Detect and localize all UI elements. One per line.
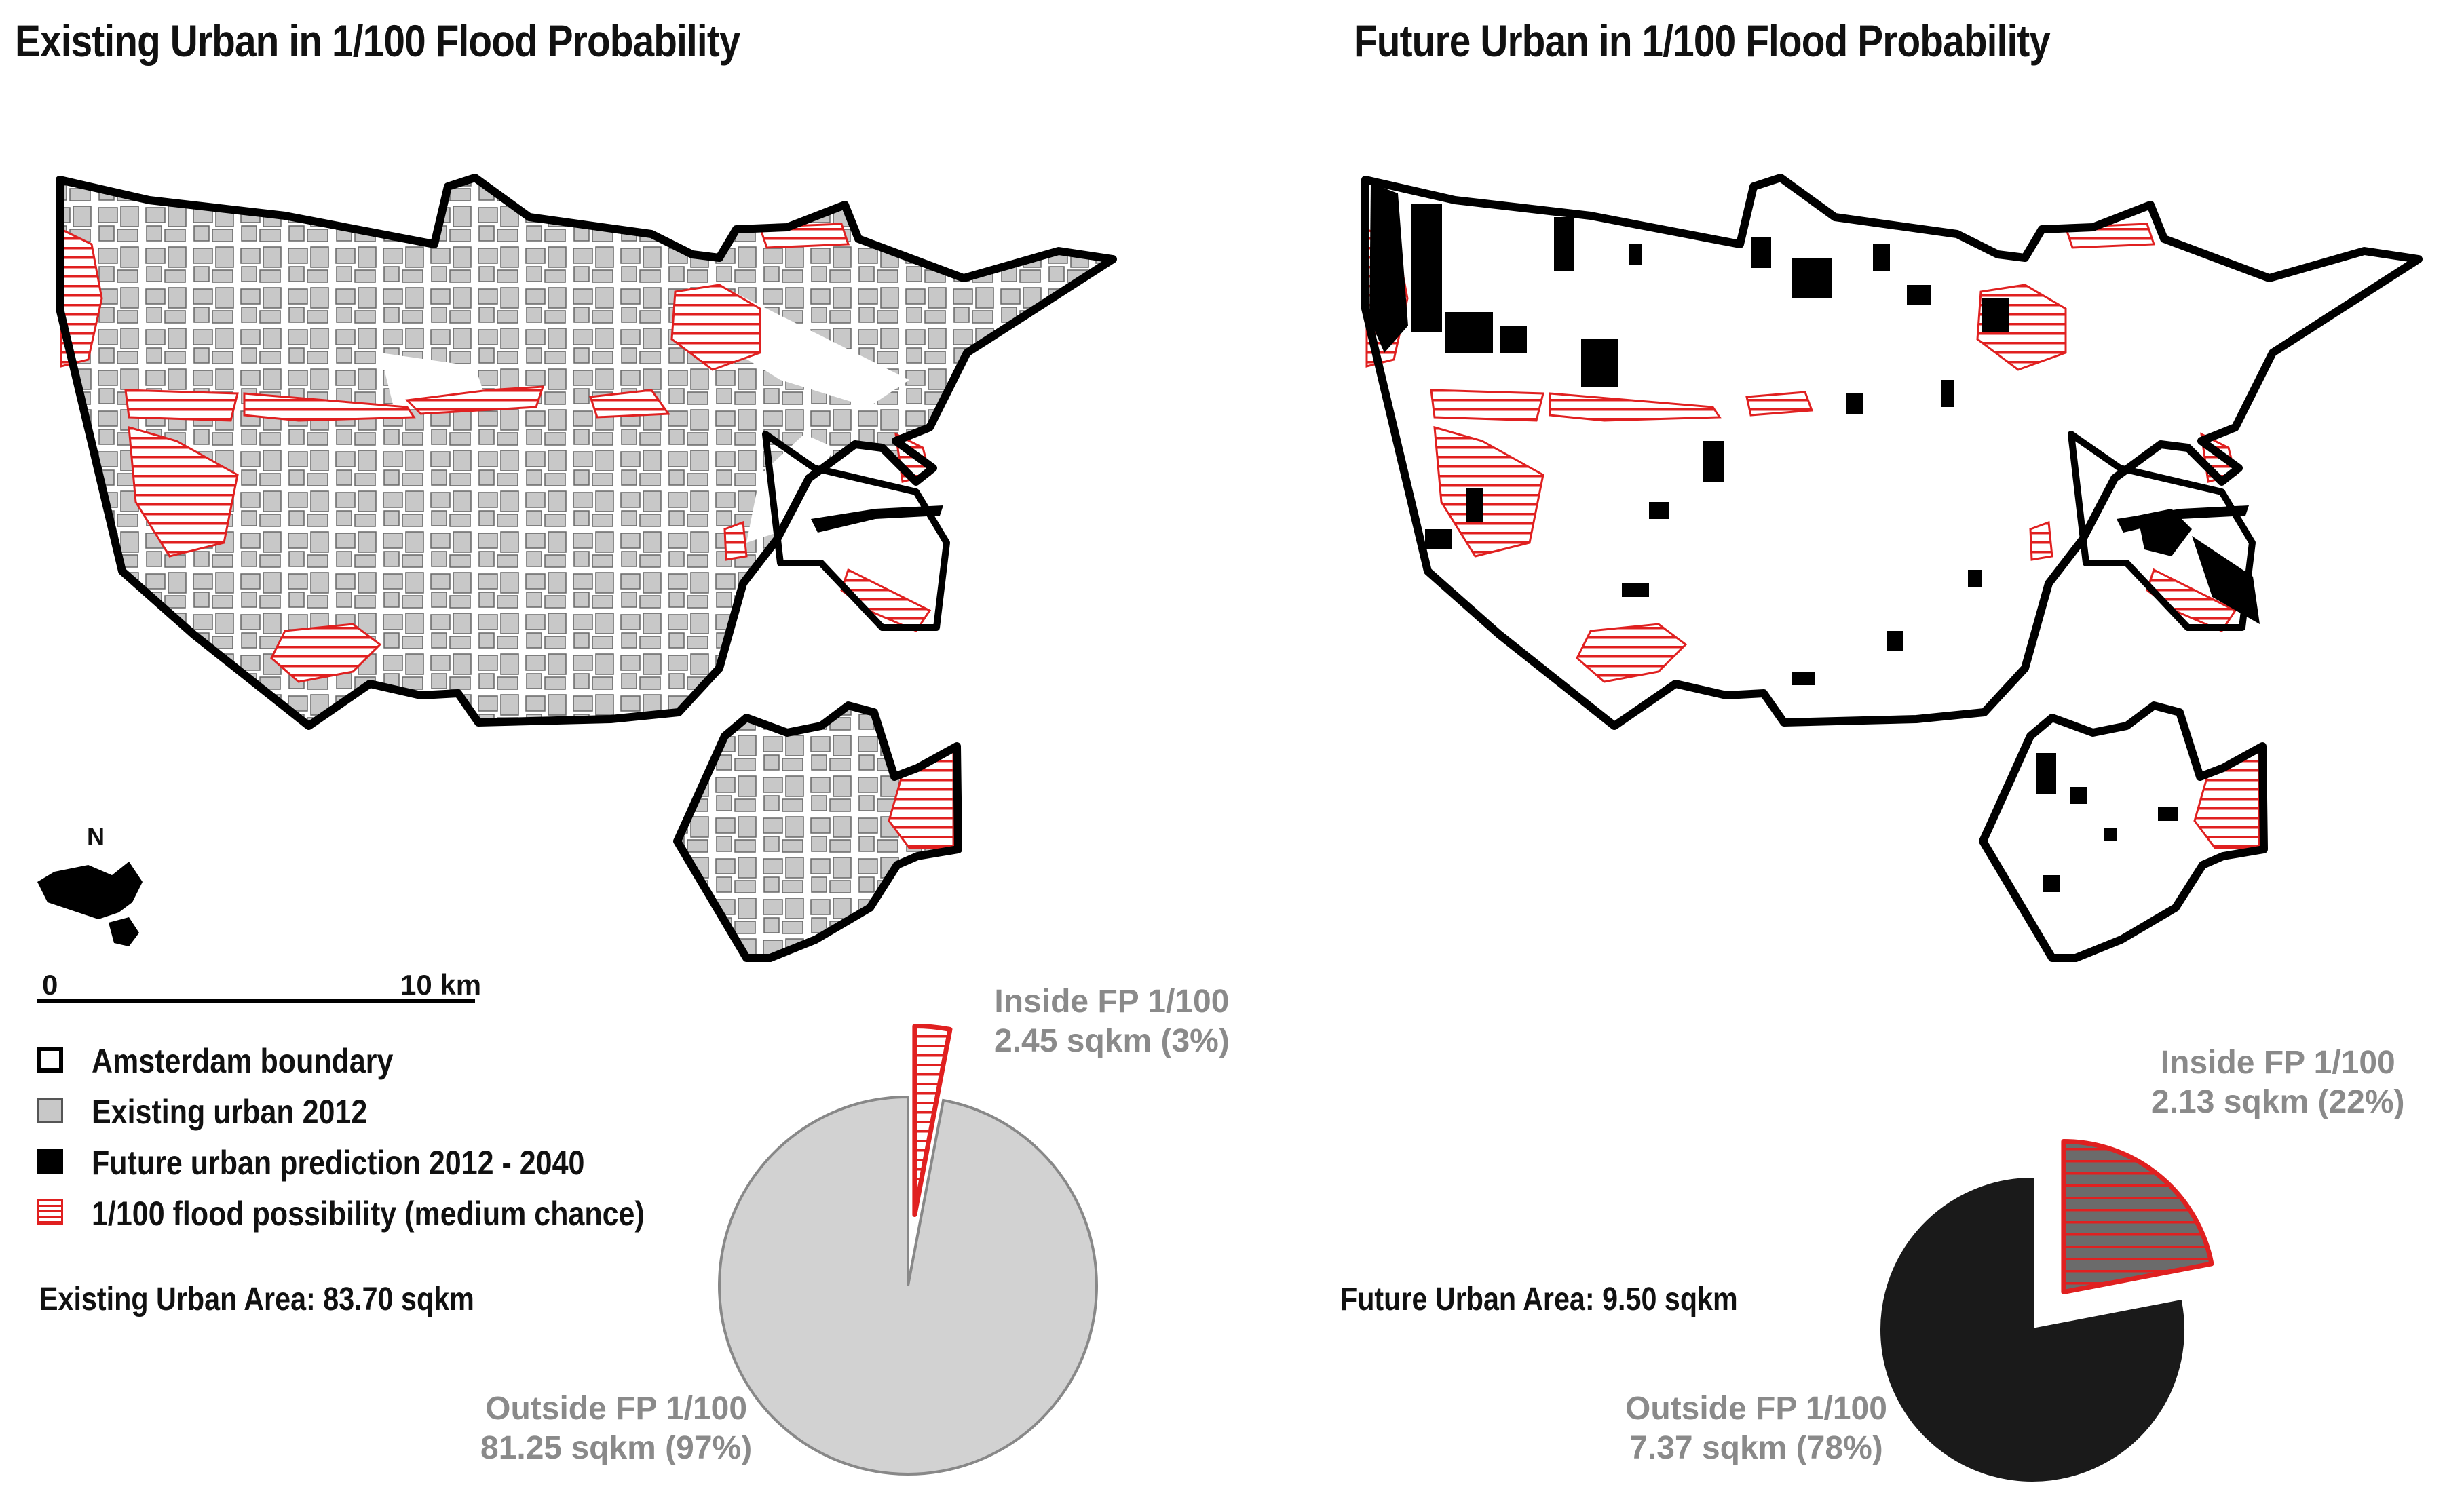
north-label: N (87, 822, 105, 850)
pie-slice-outside (1880, 1177, 2184, 1482)
right-outside-value: 7.37 sqkm (78%) (1629, 1430, 1883, 1466)
right-pie-chart (1880, 1139, 2214, 1482)
flood-swatch-icon (37, 1199, 63, 1225)
left-outside-value: 81.25 sqkm (97%) (480, 1430, 753, 1466)
flood-zone (723, 520, 748, 561)
left-outside-label: Outside FP 1/100 81.25 sqkm (97%) (480, 1389, 752, 1468)
flood-zone (670, 284, 761, 371)
scale-end-label: 10 km (400, 969, 482, 1001)
future-urban-swatch-icon (37, 1149, 63, 1174)
flood-zone (1430, 389, 1544, 422)
flood-zone (270, 623, 382, 683)
scale-bar (37, 999, 475, 1003)
flood-zone (1745, 391, 1814, 417)
legend-label: 1/100 flood possibility (medium chance) (92, 1195, 645, 1233)
legend-label: Future urban prediction 2012 - 2040 (92, 1144, 585, 1182)
flood-zone (404, 385, 545, 415)
waterway-line (2117, 505, 2249, 533)
flood-zone (1576, 623, 1688, 683)
legend-label: Existing urban 2012 (92, 1093, 368, 1131)
existing-urban-swatch-icon (37, 1098, 63, 1123)
future-urban-area-total: Future Urban Area: 9.50 sqkm (1340, 1281, 1738, 1317)
left-inside-title: Inside FP 1/100 (994, 984, 1230, 1020)
left-outside-title: Outside FP 1/100 (485, 1391, 748, 1427)
left-map (60, 178, 1113, 958)
open-area (746, 434, 835, 543)
flood-zone (128, 425, 239, 558)
right-inside-title: Inside FP 1/100 (2160, 1045, 2395, 1081)
existing-urban-area-total: Existing Urban Area: 83.70 sqkm (39, 1281, 474, 1317)
existing-urban-main-area (60, 178, 1113, 726)
future-urban-patches (1369, 183, 2260, 892)
flood-zone (1433, 425, 1544, 558)
left-inside-value: 2.45 sqkm (3%) (994, 1023, 1230, 1059)
flood-zone (1549, 392, 1722, 422)
left-inside-label: Inside FP 1/100 2.45 sqkm (3%) (994, 982, 1230, 1061)
left-flood-areas (60, 223, 955, 849)
left-pie-chart (718, 1023, 1098, 1476)
pie-slice-inside (2061, 1139, 2214, 1295)
pie-slice-inside (912, 1023, 953, 1217)
right-outside-label: Outside FP 1/100 7.37 sqkm (78%) (1625, 1389, 1887, 1468)
north-arrow (37, 862, 143, 946)
right-inside-label: Inside FP 1/100 2.13 sqkm (22%) (2151, 1043, 2405, 1122)
right-map (1365, 178, 2419, 958)
waterway-line (811, 505, 943, 533)
right-inside-value: 2.13 sqkm (22%) (2151, 1084, 2405, 1120)
right-outside-title: Outside FP 1/100 (1625, 1391, 1887, 1427)
amsterdam-silhouette-icon (37, 862, 143, 919)
flood-zone (60, 227, 103, 368)
amsterdam-silhouette-icon (109, 917, 139, 946)
boundary-swatch-icon (37, 1047, 63, 1073)
scale-start-label: 0 (42, 969, 58, 1001)
flood-zone (2029, 520, 2053, 561)
pie-slice-outside (718, 1095, 1098, 1476)
left-map-title: Existing Urban in 1/100 Flood Probabilit… (15, 16, 740, 66)
right-map-title: Future Urban in 1/100 Flood Probability (1354, 16, 2051, 66)
flood-zone (243, 392, 416, 422)
amsterdam-boundary-east-arm (762, 431, 950, 631)
legend-label: Amsterdam boundary (92, 1042, 394, 1080)
flood-zone (124, 389, 239, 422)
amsterdam-boundary-east-arm (2068, 431, 2256, 631)
flood-zone (588, 389, 670, 419)
